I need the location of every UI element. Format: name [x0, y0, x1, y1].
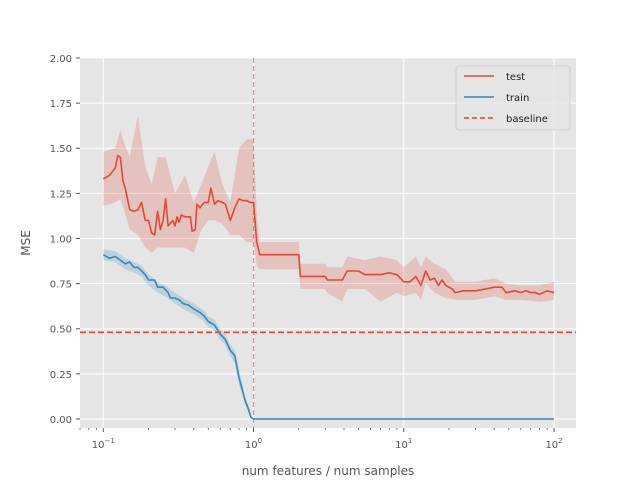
y-axis-ticks: 0.00 0.25 0.50 0.75 1.00 1.25 1.50 1.75 2.00	[50, 54, 80, 426]
y-tick-label: 2.00	[50, 54, 72, 65]
x-tick-label: 100	[245, 437, 262, 451]
x-tick-exponent: 1	[408, 437, 412, 445]
reference-lines	[80, 58, 576, 428]
y-tick-label: 0.50	[50, 325, 72, 336]
legend-box	[455, 65, 571, 131]
legend-label: train	[506, 93, 529, 104]
x-tick-label: 102	[545, 437, 562, 451]
x-tick-label: 10−1	[92, 437, 115, 451]
y-tick-label: 1.00	[50, 234, 72, 245]
x-tick-exponent: 2	[558, 437, 562, 445]
x-axis-label: num features / num samples	[242, 464, 415, 478]
y-tick-label: 0.75	[50, 280, 72, 291]
y-axis-label: MSE	[19, 230, 33, 256]
confidence-bands	[103, 115, 555, 419]
legend: test train baseline	[455, 65, 571, 131]
x-tick-base: 10	[245, 440, 258, 451]
test-band	[103, 115, 555, 302]
y-tick-label: 1.25	[50, 189, 72, 200]
y-tick-label: 0.00	[50, 415, 72, 426]
legend-label: baseline	[506, 114, 548, 125]
y-tick-label: 1.75	[50, 99, 72, 110]
train-line	[102, 254, 554, 420]
x-tick-exponent: 0	[258, 437, 262, 445]
x-axis-ticks: 10−1 100 101 102	[79, 428, 563, 451]
y-tick-label: 1.50	[50, 144, 72, 155]
test-line	[102, 154, 555, 296]
y-tick-label: 0.25	[50, 370, 72, 381]
legend-label: test	[506, 72, 525, 83]
x-tick-base: 10	[395, 440, 408, 451]
x-tick-base: 10	[92, 440, 105, 451]
x-tick-label: 101	[395, 437, 412, 451]
x-tick-exponent: −1	[104, 437, 114, 445]
series-lines	[102, 154, 555, 420]
x-tick-base: 10	[545, 440, 558, 451]
